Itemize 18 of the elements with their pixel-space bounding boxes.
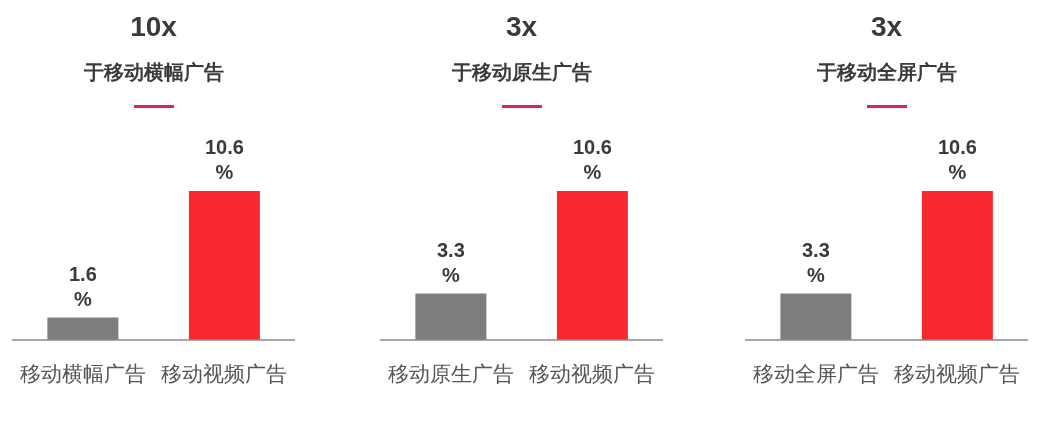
x-tick-label: 移动视频广告	[894, 361, 1021, 385]
x-tick-label: 移动全屏广告	[752, 361, 879, 385]
x-tick-label: 移动原生广告	[387, 361, 514, 385]
chart-subtitle: 于移动原生广告	[450, 60, 593, 85]
data-label: 10.6 %	[937, 136, 977, 183]
data-label: 3.3 %	[801, 238, 830, 286]
x-tick-label: 移动视频广告	[161, 361, 288, 385]
data-label: 1.6 %	[68, 262, 97, 310]
chart-title: 3x	[504, 11, 539, 43]
chart-subtitle: 于移动全屏广告	[815, 60, 958, 85]
chart-title: 10x	[129, 11, 178, 43]
x-tick-label: 移动视频广告	[529, 361, 656, 385]
chart-subtitle: 于移动横幅广告	[82, 60, 225, 85]
data-label: 10.6 %	[204, 136, 244, 183]
data-label: 3.3 %	[436, 238, 465, 286]
data-label: 10.6 %	[572, 136, 612, 183]
x-tick-label: 移动横幅广告	[19, 361, 146, 385]
chart-title: 3x	[869, 11, 904, 43]
